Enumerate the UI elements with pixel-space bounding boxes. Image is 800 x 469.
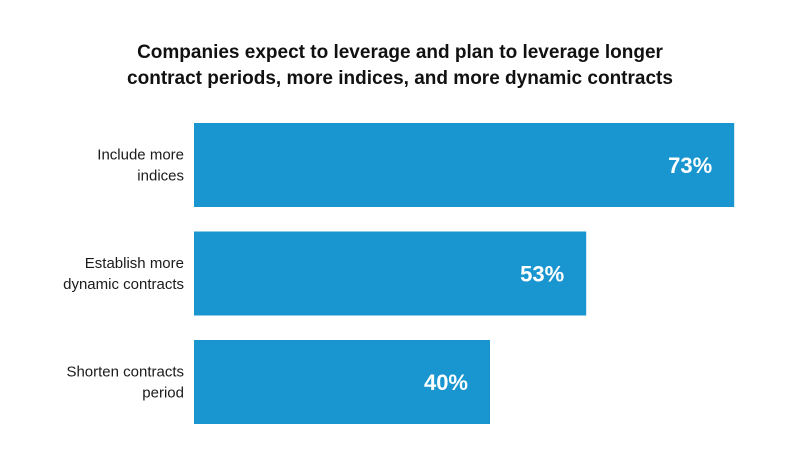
chart-title-line-1: Companies expect to leverage and plan to…: [137, 42, 663, 63]
category-label-line: Shorten contracts: [66, 364, 184, 381]
category-label: Establish more dynamic contracts: [63, 255, 184, 293]
category-label: Shorten contracts period: [66, 364, 184, 402]
category-label: Include more indices: [97, 147, 184, 185]
bar-group: 40% Shorten contracts period: [66, 340, 490, 424]
chart-title: Companies expect to leverage and plan to…: [0, 40, 800, 92]
chart-title-line-2: contract periods, more indices, and more…: [127, 68, 673, 89]
data-label: 73%: [668, 153, 712, 178]
bar-group: 73% Include more indices: [97, 123, 735, 207]
data-label: 53%: [520, 262, 564, 287]
category-label-line: indices: [137, 168, 184, 185]
bar-group: 53% Establish more dynamic contracts: [63, 231, 587, 316]
data-label: 40%: [424, 370, 468, 395]
bar: [194, 231, 587, 316]
bar: [194, 340, 490, 424]
category-label-line: period: [142, 385, 184, 402]
bar: [194, 123, 735, 207]
category-label-line: Establish more: [85, 255, 184, 272]
category-label-line: dynamic contracts: [63, 276, 184, 293]
category-label-line: Include more: [97, 147, 184, 164]
